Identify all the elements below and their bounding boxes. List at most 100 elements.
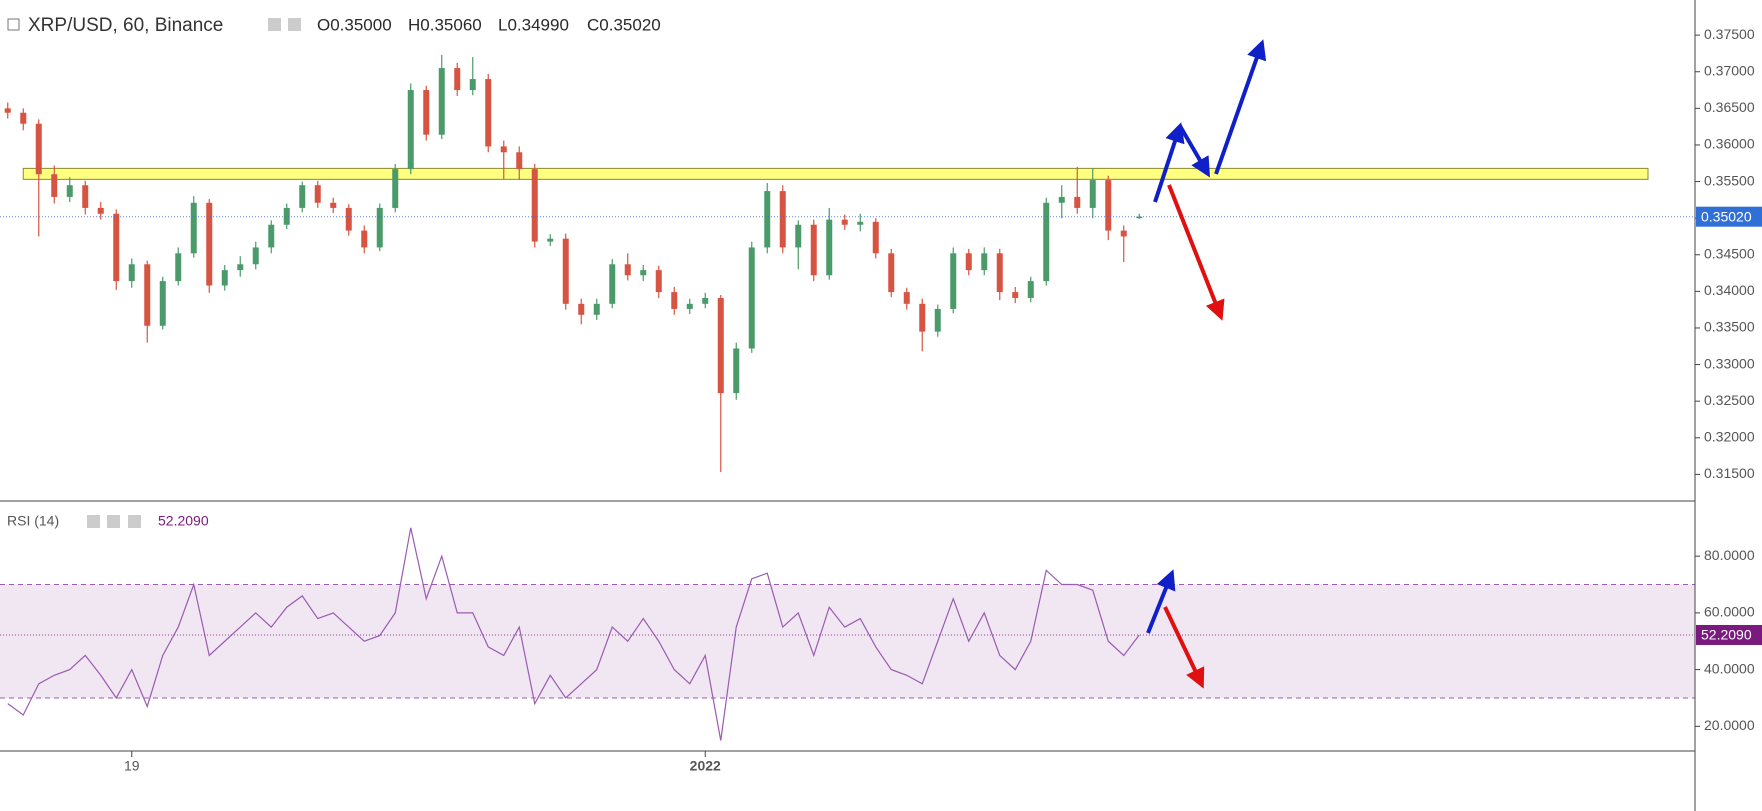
candle-body xyxy=(82,185,89,208)
candle-body xyxy=(392,169,399,208)
candle-body xyxy=(469,79,476,91)
candle-body xyxy=(655,270,662,293)
candle-body xyxy=(330,202,337,208)
plot xyxy=(0,34,1700,757)
last-value-label: 0.35020 xyxy=(1701,208,1752,224)
y-tick-label: 40.0000 xyxy=(1704,660,1755,676)
y-tick-label: 0.35500 xyxy=(1704,172,1755,188)
rsi-band xyxy=(0,584,1695,698)
y-tick-label: 0.37500 xyxy=(1704,26,1755,42)
last-value-tag xyxy=(1696,206,1762,227)
candle-body xyxy=(1136,216,1143,219)
rsi-title: RSI (14) xyxy=(7,513,59,529)
ohlc-low: L0.34990 xyxy=(498,15,569,34)
candle-body xyxy=(438,68,445,135)
y-tick-label: 0.32500 xyxy=(1704,392,1755,408)
y-tick-label: 0.33500 xyxy=(1704,319,1755,335)
y-tick-label: 0.37000 xyxy=(1704,62,1755,78)
y-tick-label: 0.36500 xyxy=(1704,99,1755,115)
candle-body xyxy=(1089,180,1096,208)
candle-body xyxy=(175,253,182,282)
resistance-zone xyxy=(22,167,1649,180)
arrow-pullback xyxy=(1178,124,1211,178)
candle-body xyxy=(903,292,910,304)
candle-body xyxy=(376,207,383,248)
candle-body xyxy=(671,292,678,309)
candle-body xyxy=(640,270,647,276)
candle-body xyxy=(407,90,414,170)
arrow-up xyxy=(1214,39,1267,175)
candle-body xyxy=(97,207,104,214)
candle-body xyxy=(593,303,600,315)
symbol-title: XRP/USD, 60, Binance xyxy=(28,15,223,36)
y-tick-label: 0.34000 xyxy=(1704,282,1755,298)
candle-body xyxy=(810,224,817,276)
close-icon[interactable] xyxy=(128,515,141,528)
settings-icon[interactable] xyxy=(268,18,281,31)
candle-body xyxy=(4,108,11,113)
candle-body xyxy=(454,68,461,91)
candle-body xyxy=(965,253,972,271)
candle-body xyxy=(283,207,290,225)
candle-body xyxy=(252,247,259,265)
projection-arrows xyxy=(1146,39,1267,689)
candle-body xyxy=(345,207,352,231)
candle-body xyxy=(1058,196,1065,203)
candle-body xyxy=(934,308,941,332)
candle-body xyxy=(996,253,1003,293)
settings-icon[interactable] xyxy=(107,515,120,528)
candle-body xyxy=(547,238,554,242)
candle-body xyxy=(221,270,228,286)
candle-body xyxy=(857,221,864,225)
x-tick-label: 19 xyxy=(124,758,140,774)
y-tick-label: 0.31500 xyxy=(1704,465,1755,481)
candle-body xyxy=(361,230,368,248)
candle-body xyxy=(764,191,771,248)
candle-body xyxy=(485,79,492,147)
candle-body xyxy=(733,348,740,394)
y-tick-label: 0.34500 xyxy=(1704,245,1755,261)
candle-body xyxy=(128,264,135,282)
candle-body xyxy=(1043,202,1050,282)
candle-body xyxy=(717,297,724,394)
settings-icon[interactable] xyxy=(288,18,301,31)
ohlc-high: H0.35060 xyxy=(408,15,482,34)
candle-body xyxy=(531,169,538,242)
candle-body xyxy=(609,264,616,304)
candle-body xyxy=(268,224,275,248)
y-tick-label: 80.0000 xyxy=(1704,547,1755,563)
candle-body xyxy=(314,185,321,203)
ohlc-open: O0.35000 xyxy=(317,15,392,34)
last-value-label: 52.2090 xyxy=(1701,627,1752,643)
candle-body xyxy=(1074,196,1081,208)
candle-body xyxy=(686,303,693,309)
candle-body xyxy=(578,303,585,315)
candle-body xyxy=(950,253,957,309)
y-tick-label: 0.32000 xyxy=(1704,428,1755,444)
candle-body xyxy=(1105,180,1112,231)
candle-body xyxy=(841,219,848,225)
arrow-down xyxy=(1167,184,1225,321)
candle-body xyxy=(51,174,58,197)
arrow-up xyxy=(1153,122,1185,203)
candle-body xyxy=(113,213,120,282)
candle-body xyxy=(748,247,755,349)
candle-body xyxy=(423,90,430,135)
x-tick-label: 2022 xyxy=(690,758,721,774)
candle-body xyxy=(1012,292,1019,298)
y-tick-label: 0.33000 xyxy=(1704,355,1755,371)
collapse-icon[interactable] xyxy=(7,18,20,31)
candle-body xyxy=(299,185,306,208)
candle-body xyxy=(206,202,213,286)
settings-icon[interactable] xyxy=(87,515,100,528)
ohlc-close: C0.35020 xyxy=(587,15,661,34)
last-value-tag xyxy=(1696,624,1762,645)
arrow-down xyxy=(1163,606,1205,689)
rsi-line xyxy=(7,527,1140,741)
candle-body xyxy=(826,219,833,276)
candle-body xyxy=(1120,230,1127,237)
candle-body xyxy=(20,112,27,124)
arrow-up xyxy=(1146,569,1176,634)
